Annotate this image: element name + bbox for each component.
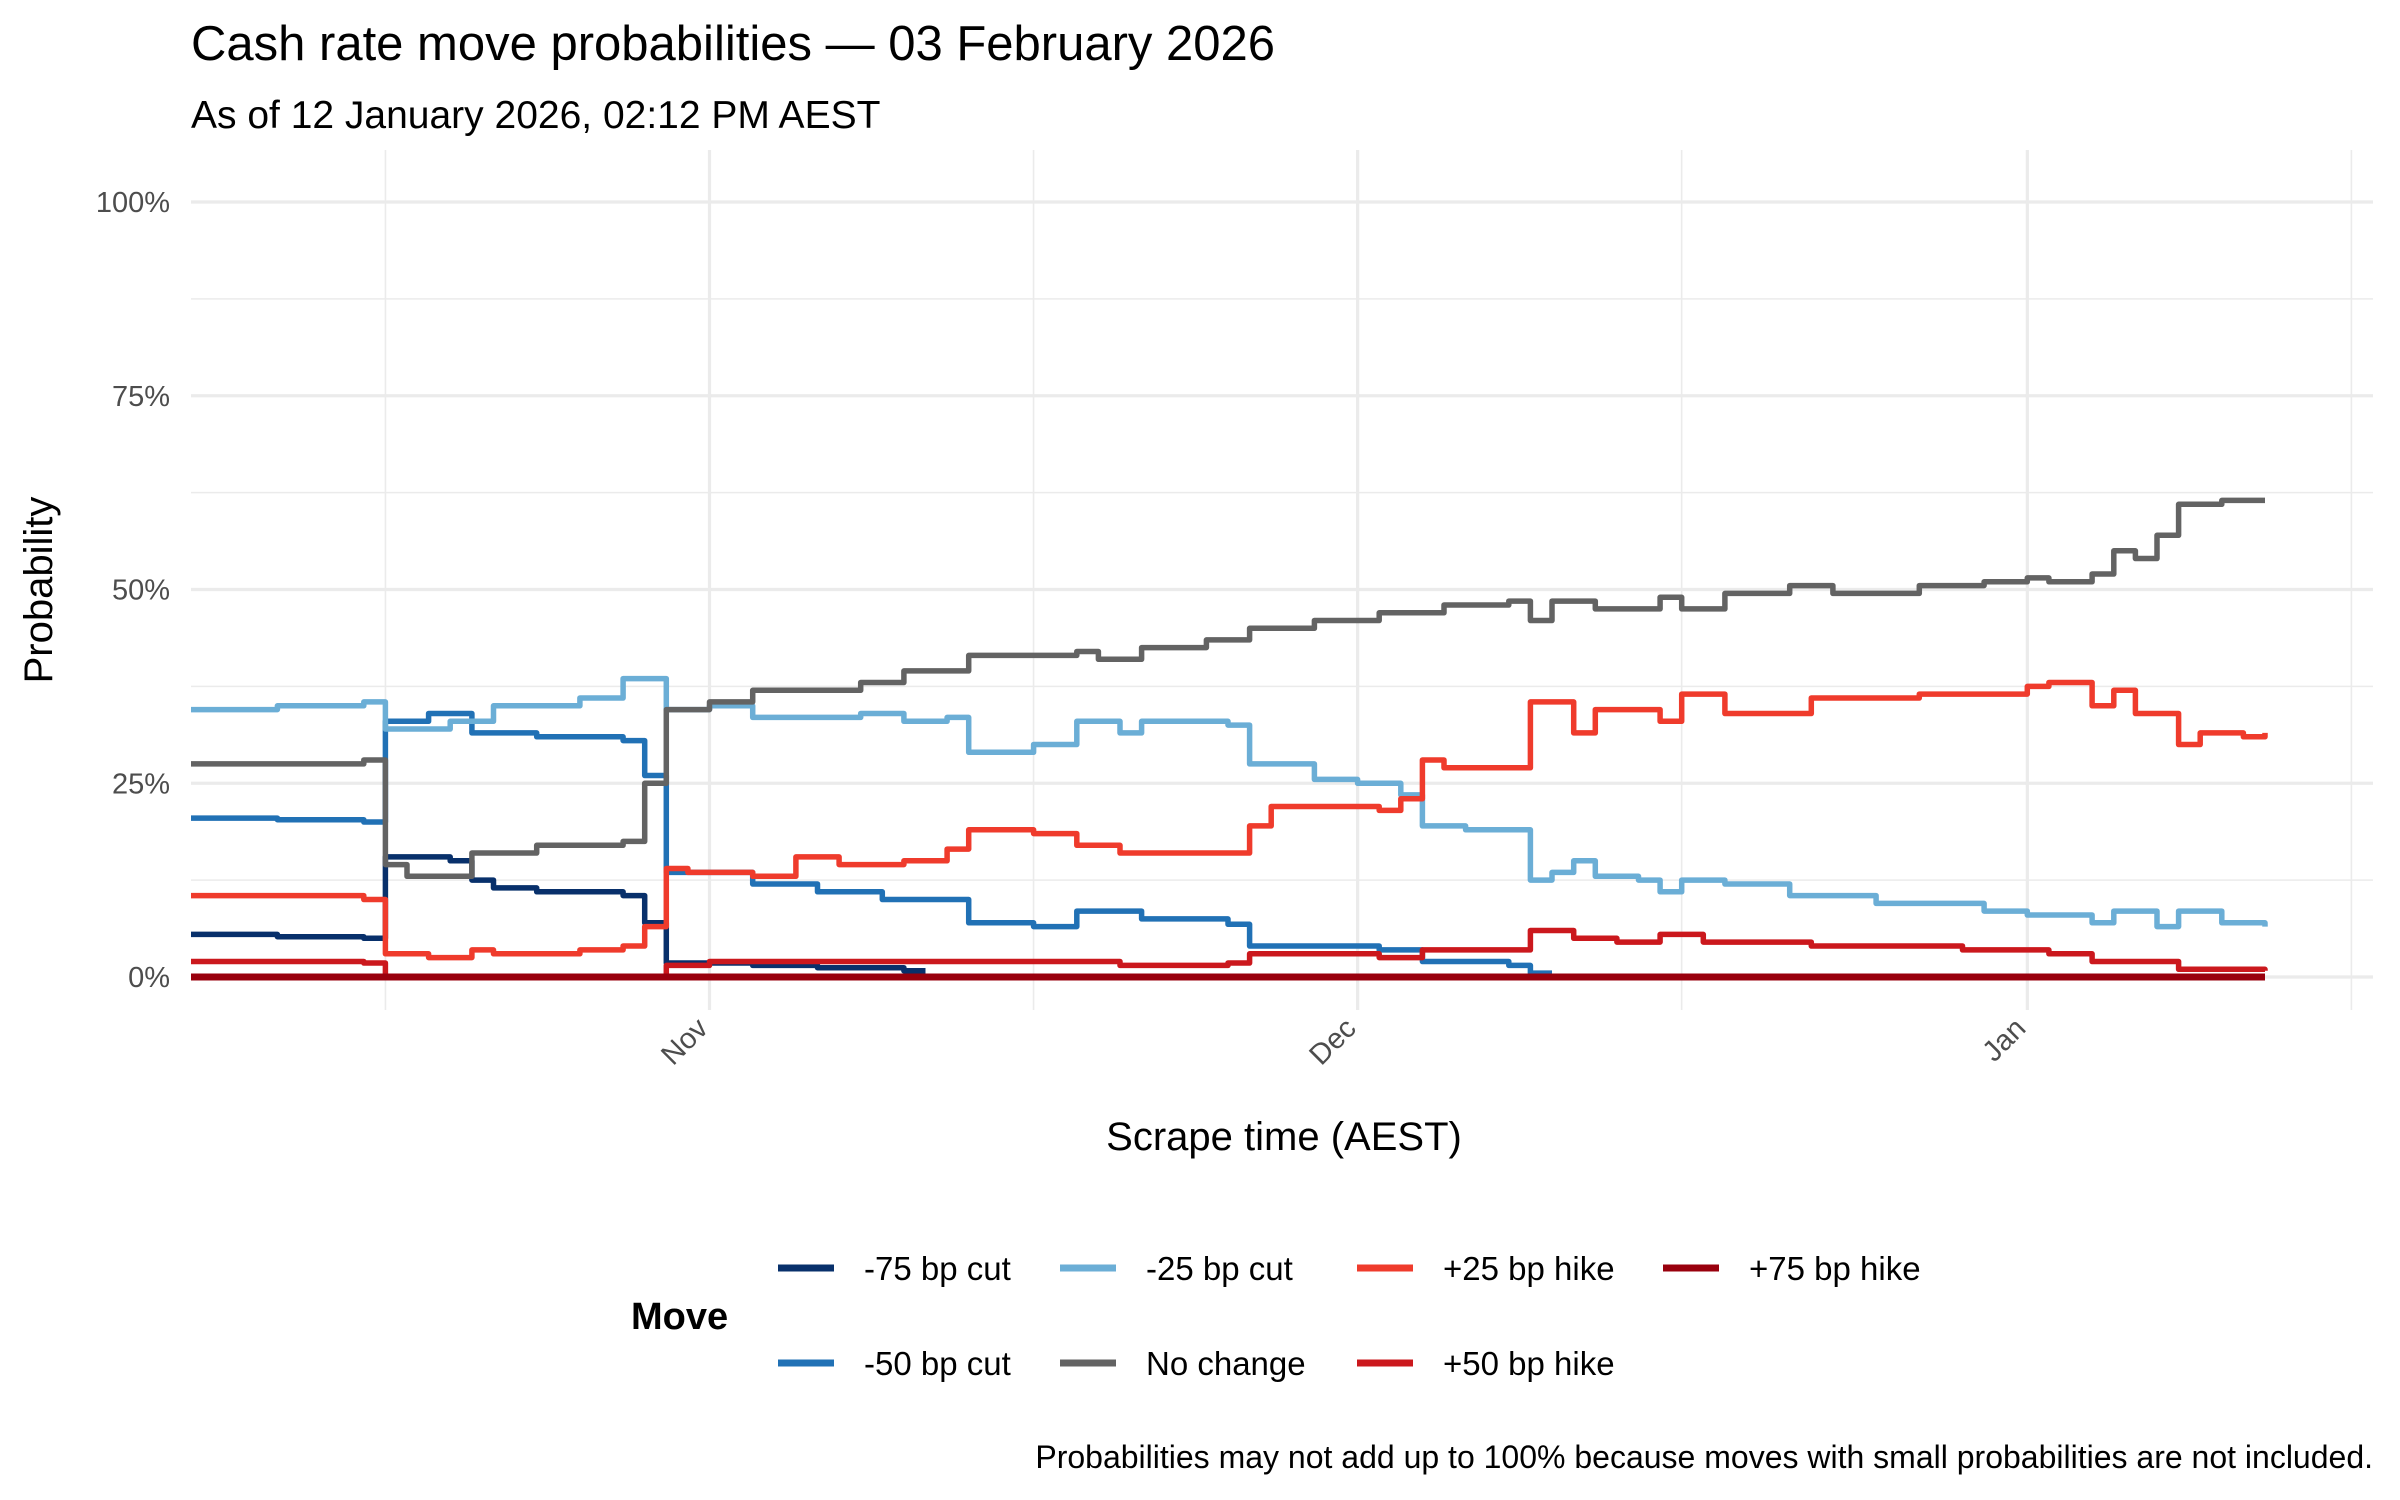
legend-label: -25 bp cut	[1146, 1250, 1293, 1287]
y-tick-label: 100%	[96, 187, 170, 219]
chart-subtitle: As of 12 January 2026, 02:12 PM AEST	[191, 94, 880, 137]
legend-label: +50 bp hike	[1443, 1345, 1615, 1382]
y-axis-ticks: 0% 25% 50% 75% 100%	[96, 187, 170, 994]
legend-label: +25 bp hike	[1443, 1250, 1615, 1287]
legend-label: -50 bp cut	[864, 1345, 1011, 1382]
x-axis-title: Scrape time (AEST)	[1106, 1115, 1462, 1159]
x-axis-ticks: Nov Dec Jan	[655, 1012, 2032, 1071]
series-line--25-bp-hike	[191, 679, 2268, 961]
series-line-no-change	[191, 497, 2265, 880]
series-line--50-bp-cut	[191, 710, 1552, 976]
series-line--25-bp-cut	[191, 675, 2268, 930]
legend: -75 bp cut -50 bp cut -25 bp cut No change +…	[778, 1250, 1921, 1382]
series-line--75-bp-cut	[191, 854, 926, 974]
y-tick-label: 50%	[112, 575, 170, 607]
series-line--50-bp-hike	[191, 927, 2268, 980]
series-lines	[191, 497, 2268, 981]
x-tick-label: Nov	[655, 1012, 714, 1071]
legend-label: -75 bp cut	[864, 1250, 1011, 1287]
legend-label: No change	[1146, 1345, 1306, 1382]
x-tick-label: Jan	[1977, 1012, 2033, 1068]
y-tick-label: 75%	[112, 381, 170, 413]
chart-title: Cash rate move probabilities — 03 Februa…	[191, 17, 1275, 71]
legend-label: +75 bp hike	[1749, 1250, 1921, 1287]
y-tick-label: 0%	[128, 962, 170, 994]
legend-title: Move	[631, 1296, 728, 1338]
y-tick-label: 25%	[112, 768, 170, 800]
chart-caption: Probabilities may not add up to 100% bec…	[1035, 1439, 2373, 1475]
x-tick-label: Dec	[1303, 1012, 1362, 1071]
y-axis-title: Probability	[17, 497, 61, 684]
